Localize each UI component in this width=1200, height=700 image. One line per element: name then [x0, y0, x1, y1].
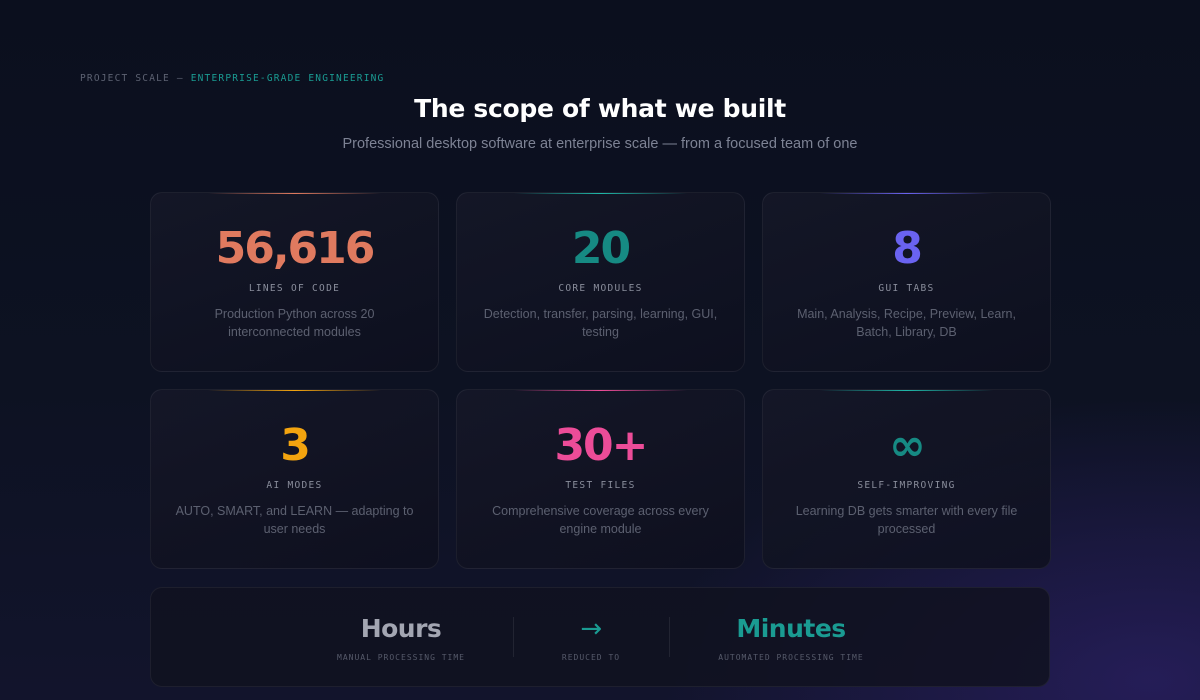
- time-comparison-panel: Hours MANUAL PROCESSING TIME → REDUCED T…: [150, 587, 1050, 687]
- stat-card-test-files: 30+ TEST FILES Comprehensive coverage ac…: [456, 389, 745, 569]
- before-label: MANUAL PROCESSING TIME: [337, 653, 465, 662]
- after-column: Minutes AUTOMATED PROCESSING TIME: [691, 588, 891, 688]
- before-column: Hours MANUAL PROCESSING TIME: [301, 588, 501, 688]
- stat-description: Production Python across 20 interconnect…: [214, 307, 375, 339]
- page-title: The scope of what we built: [414, 94, 786, 123]
- section-eyebrow: PROJECT SCALE — ENTERPRISE-GRADE ENGINEE…: [80, 73, 384, 84]
- stat-value: 20: [571, 223, 631, 274]
- stat-value: 30+: [554, 420, 648, 471]
- after-value: Minutes: [736, 614, 846, 643]
- stat-description: Comprehensive coverage across every engi…: [492, 504, 709, 536]
- card-accent-line: [820, 193, 993, 194]
- stat-card-core-modules: 20 CORE MODULES Detection, transfer, par…: [456, 192, 745, 372]
- stat-label: AI MODES: [266, 480, 323, 491]
- arrow-right-icon: →: [580, 614, 602, 644]
- stat-value: 3: [280, 420, 311, 471]
- after-label: AUTOMATED PROCESSING TIME: [718, 653, 864, 662]
- card-accent-line: [514, 193, 687, 194]
- eyebrow-accent: ENTERPRISE-GRADE ENGINEERING: [190, 73, 385, 84]
- stat-label: CORE MODULES: [558, 283, 643, 294]
- stat-description: AUTO, SMART, and LEARN — adapting to use…: [175, 504, 414, 536]
- stat-card-ai-modes: 3 AI MODES AUTO, SMART, and LEARN — adap…: [150, 389, 439, 569]
- card-accent-line: [820, 390, 993, 391]
- stat-label: LINES OF CODE: [248, 283, 341, 294]
- card-accent-line: [208, 390, 381, 391]
- stat-label: TEST FILES: [565, 480, 636, 491]
- stat-value: ∞: [889, 420, 926, 471]
- stat-value: 8: [892, 223, 923, 274]
- divider: [669, 617, 670, 657]
- stat-label: SELF-IMPROVING: [857, 480, 956, 491]
- stat-description: Learning DB gets smarter with every file…: [795, 504, 1018, 536]
- stat-label: GUI TABS: [878, 283, 935, 294]
- eyebrow-prefix: PROJECT SCALE —: [80, 73, 184, 84]
- stat-description: Detection, transfer, parsing, learning, …: [483, 307, 718, 339]
- stat-value: 56,616: [215, 223, 376, 274]
- arrow-label: REDUCED TO: [561, 653, 621, 662]
- page-subtitle: Professional desktop software at enterpr…: [342, 136, 858, 152]
- stat-card-lines-of-code: 56,616 LINES OF CODE Production Python a…: [150, 192, 439, 372]
- before-value: Hours: [360, 614, 442, 643]
- stat-card-gui-tabs: 8 GUI TABS Main, Analysis, Recipe, Previ…: [762, 192, 1051, 372]
- card-accent-line: [208, 193, 381, 194]
- stat-description: Main, Analysis, Recipe, Preview, Learn, …: [797, 307, 1016, 339]
- divider: [513, 617, 514, 657]
- arrow-column: → REDUCED TO: [541, 588, 641, 688]
- stat-card-self-improving: ∞ SELF-IMPROVING Learning DB gets smarte…: [762, 389, 1051, 569]
- stats-grid: 56,616 LINES OF CODE Production Python a…: [150, 192, 1051, 569]
- card-accent-line: [514, 390, 687, 391]
